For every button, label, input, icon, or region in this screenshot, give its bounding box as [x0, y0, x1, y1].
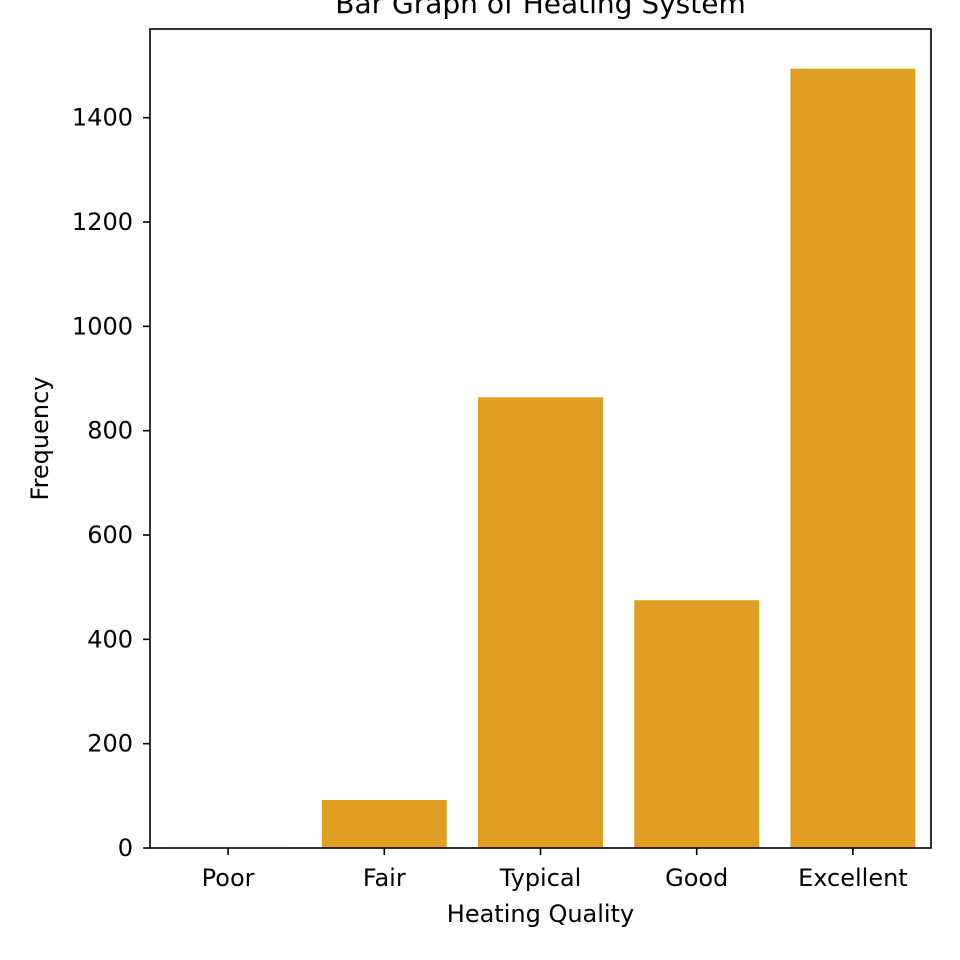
bar-fair — [321, 800, 447, 848]
x-tick-label: Excellent — [798, 864, 908, 892]
bar-excellent — [790, 68, 916, 848]
y-tick-label: 1400 — [72, 104, 133, 132]
y-tick-label: 600 — [87, 521, 133, 549]
bar-typical — [478, 397, 603, 848]
x-axis-label: Heating Quality — [447, 900, 634, 928]
chart-title: Bar Graph of Heating System — [335, 0, 745, 20]
x-tick-label: Typical — [499, 864, 582, 892]
y-tick-label: 0 — [118, 834, 133, 862]
y-axis: 0 200 400 600 800 1000 1200 1400 — [72, 104, 150, 862]
x-axis: Poor Fair Typical Good Excellent — [202, 848, 908, 892]
y-axis-label: Frequency — [26, 377, 54, 501]
plot-frame — [149, 28, 932, 849]
y-tick-label: 400 — [87, 625, 133, 653]
y-tick-label: 800 — [87, 417, 133, 445]
bars-group — [165, 68, 916, 848]
x-tick-label: Good — [665, 864, 728, 892]
bar-good — [634, 600, 760, 848]
x-tick-label: Fair — [363, 864, 406, 892]
y-tick-label: 200 — [87, 730, 133, 758]
y-tick-label: 1000 — [72, 312, 133, 340]
x-tick-label: Poor — [202, 864, 255, 892]
y-tick-label: 1200 — [72, 208, 133, 236]
